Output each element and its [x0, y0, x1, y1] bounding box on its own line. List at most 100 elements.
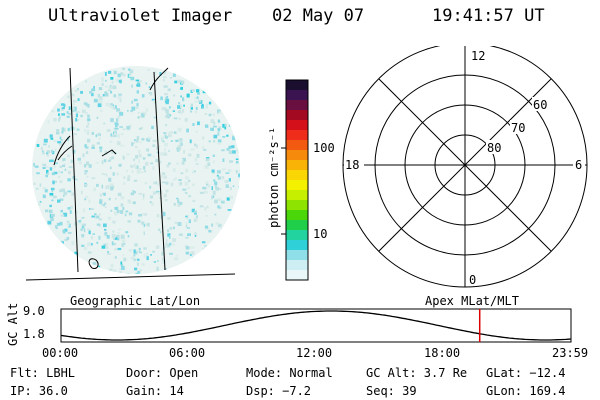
- emission-pixel: [168, 106, 171, 109]
- emission-pixel: [172, 226, 175, 230]
- emission-pixel: [229, 195, 233, 199]
- emission-pixel: [107, 250, 109, 254]
- emission-pixel: [102, 204, 105, 207]
- emission-pixel: [205, 228, 210, 230]
- emission-pixel: [75, 253, 79, 256]
- emission-pixel: [93, 187, 96, 192]
- emission-pixel: [115, 78, 120, 82]
- emission-pixel: [146, 256, 149, 261]
- emission-pixel: [231, 150, 236, 154]
- emission-pixel: [217, 142, 221, 145]
- emission-pixel: [121, 266, 125, 270]
- emission-pixel: [147, 138, 151, 142]
- emission-pixel: [99, 201, 102, 204]
- emission-pixel: [137, 258, 140, 261]
- emission-pixel: [149, 201, 152, 204]
- emission-pixel: [103, 159, 107, 163]
- emission-pixel: [204, 245, 208, 250]
- emission-pixel: [67, 190, 72, 193]
- emission-pixel: [194, 210, 197, 214]
- emission-pixel: [197, 121, 200, 126]
- colorbar-swatch: [286, 80, 308, 91]
- emission-pixel: [184, 118, 188, 122]
- emission-pixel: [85, 161, 90, 166]
- emission-pixel: [194, 170, 196, 173]
- emission-pixel: [127, 110, 129, 112]
- emission-pixel: [100, 109, 103, 112]
- emission-pixel: [162, 226, 165, 229]
- emission-pixel: [137, 270, 141, 274]
- emission-pixel: [53, 171, 58, 175]
- emission-pixel: [169, 131, 174, 134]
- emission-pixel: [169, 252, 173, 255]
- emission-pixel: [176, 149, 180, 152]
- emission-pixel: [95, 215, 100, 219]
- emission-pixel: [114, 198, 117, 200]
- emission-pixel: [119, 98, 122, 103]
- date-label: 02 May 07: [272, 6, 365, 26]
- emission-pixel: [132, 190, 135, 192]
- time-tick-1200: 12:00: [296, 346, 333, 360]
- emission-pixel: [104, 85, 109, 88]
- emission-pixel: [92, 233, 96, 235]
- emission-pixel: [46, 150, 50, 154]
- emission-pixel: [101, 160, 104, 165]
- emission-pixel: [62, 164, 65, 167]
- emission-pixel: [105, 246, 109, 249]
- emission-pixel: [190, 106, 193, 110]
- emission-pixel: [59, 136, 62, 140]
- emission-pixel: [147, 222, 150, 227]
- emission-pixel: [146, 148, 150, 152]
- instrument-title: Ultraviolet Imager: [48, 6, 233, 26]
- emission-pixel: [172, 243, 175, 246]
- emission-pixel: [145, 82, 148, 85]
- colorbar-swatch: [286, 190, 308, 201]
- emission-pixel: [59, 198, 64, 201]
- emission-pixel: [113, 94, 117, 98]
- emission-pixel: [91, 92, 94, 97]
- emission-pixel: [82, 216, 85, 219]
- emission-pixel: [72, 103, 75, 106]
- emission-pixel: [151, 125, 154, 129]
- emission-pixel: [85, 112, 88, 115]
- emission-pixel: [139, 168, 142, 170]
- emission-pixel: [101, 83, 104, 86]
- emission-pixel: [141, 113, 145, 118]
- emission-pixel: [226, 197, 230, 201]
- emission-pixel: [194, 233, 197, 237]
- emission-pixel: [196, 89, 200, 93]
- emission-pixel: [58, 116, 61, 120]
- emission-pixel: [91, 146, 95, 149]
- emission-pixel: [166, 243, 171, 248]
- emission-pixel: [211, 169, 215, 173]
- emission-pixel: [206, 157, 210, 159]
- emission-pixel: [177, 144, 182, 148]
- emission-pixel: [214, 181, 218, 186]
- emission-pixel: [87, 103, 90, 108]
- emission-pixel: [127, 201, 132, 204]
- emission-pixel: [91, 144, 95, 149]
- emission-pixel: [60, 209, 63, 213]
- emission-pixel: [178, 233, 183, 236]
- emission-pixel: [136, 262, 139, 266]
- emission-pixel: [69, 210, 72, 214]
- emission-pixel: [186, 227, 190, 229]
- time-tick-1800: 18:00: [424, 346, 461, 360]
- emission-pixel: [98, 213, 101, 216]
- emission-pixel: [212, 113, 215, 117]
- emission-pixel: [51, 199, 54, 202]
- emission-pixel: [169, 235, 171, 239]
- emission-pixel: [100, 100, 103, 104]
- emission-pixel: [100, 202, 104, 206]
- emission-pixel: [192, 170, 194, 174]
- emission-pixel: [190, 110, 193, 113]
- coastline-overlay: [25, 67, 236, 281]
- emission-pixel: [147, 153, 152, 157]
- emission-pixel: [235, 160, 239, 164]
- emission-pixel: [227, 169, 232, 173]
- emission-pixel: [87, 243, 89, 247]
- emission-pixel: [137, 116, 140, 119]
- emission-pixel: [59, 180, 63, 183]
- emission-pixel: [135, 155, 139, 159]
- emission-pixel: [85, 146, 89, 149]
